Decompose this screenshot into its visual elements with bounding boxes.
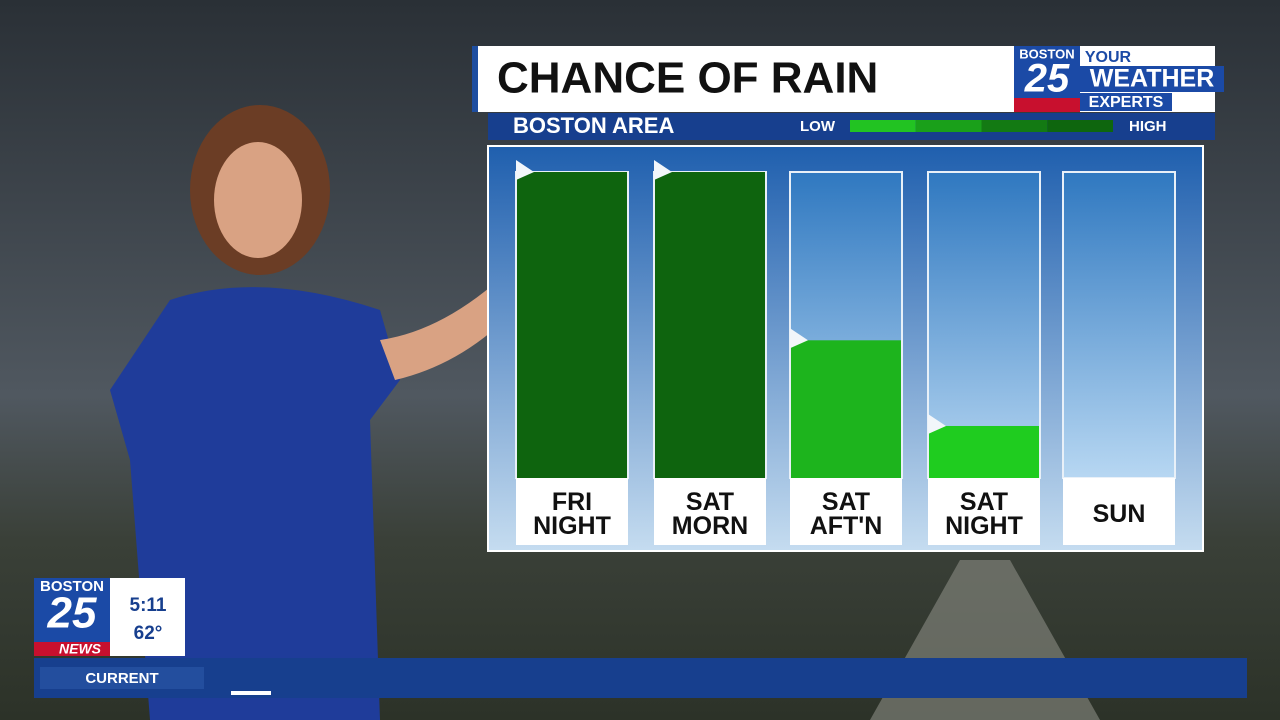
ticker-label-box [40, 667, 204, 689]
bar [655, 172, 765, 478]
tag-weather: WEATHER [1090, 65, 1215, 93]
header-accent [472, 46, 478, 112]
category-label: FRI NIGHT [533, 488, 611, 540]
tag-experts: EXPERTS [1089, 94, 1164, 111]
tag-box-2 [1080, 66, 1224, 92]
bar-marker [790, 328, 808, 349]
legend-swatch [1047, 120, 1113, 132]
category-label: SUN [1092, 500, 1146, 528]
status-temp: 62° [134, 623, 163, 644]
status-box [110, 578, 185, 656]
bar-marker [654, 160, 672, 180]
plot [515, 160, 1176, 545]
legend-low: LOW [800, 118, 836, 135]
bar [517, 172, 627, 478]
category-label: SAT NIGHT [945, 488, 1023, 540]
column-track [1062, 171, 1176, 479]
chart-subtitle: BOSTON AREA [513, 113, 674, 138]
legend-scale [850, 120, 1113, 132]
category-label: SAT MORN [671, 488, 749, 540]
status-time: 5:11 [130, 595, 167, 616]
logo-number: 25 [1024, 57, 1070, 101]
tag-box-3 [1080, 93, 1172, 111]
news-word: NEWS [59, 641, 102, 657]
label-box [790, 478, 902, 545]
logo-station: BOSTON [1019, 46, 1074, 61]
bar-marker [928, 413, 946, 434]
ticker-progress [231, 691, 271, 695]
news-station: BOSTON [40, 578, 104, 595]
category-label: SAT AFT'N [809, 488, 883, 540]
label-box [516, 478, 628, 545]
tag-box [1080, 48, 1136, 66]
ticker-label: CURRENT [85, 670, 158, 687]
chart-title: CHANCE OF RAIN [497, 54, 878, 103]
label-box [1063, 478, 1175, 545]
news-number: 25 [47, 589, 97, 638]
news-stripe [34, 642, 110, 656]
label-box [654, 478, 766, 545]
legend-swatch [850, 120, 916, 132]
ticker-bar [34, 658, 1247, 698]
legend-high: HIGH [1129, 118, 1167, 135]
bar-marker [516, 160, 534, 180]
legend-swatch [981, 120, 1048, 132]
tag-your: YOUR [1085, 49, 1132, 66]
bar [791, 340, 901, 478]
legend-swatch [915, 120, 982, 132]
bar [929, 425, 1039, 478]
label-box [928, 478, 1040, 545]
logo-stripe [1014, 98, 1080, 112]
